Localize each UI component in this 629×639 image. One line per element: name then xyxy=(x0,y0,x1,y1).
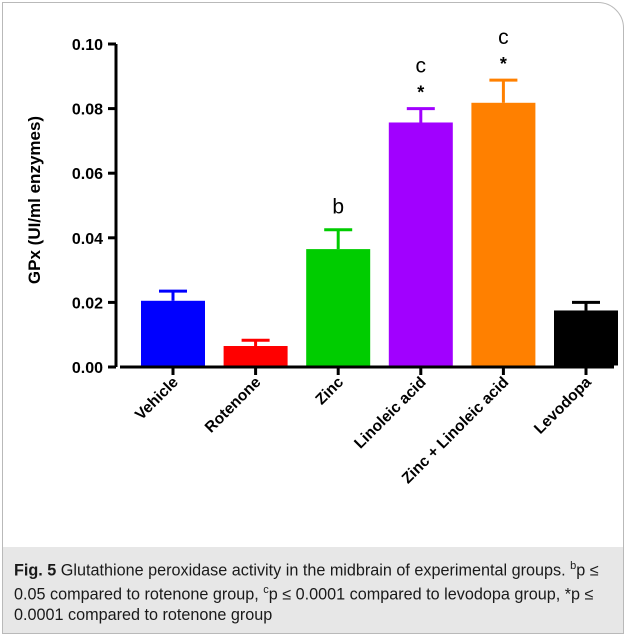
caption-text-1: Glutathione peroxidase activity in the m… xyxy=(56,561,571,580)
y-axis-label: GPx (UI/ml enzymes) xyxy=(25,116,44,284)
figure-caption: Fig. 5 Glutathione peroxidase activity i… xyxy=(14,556,610,625)
significance-annotations: b * c * c xyxy=(332,26,508,219)
bar xyxy=(223,346,288,366)
annotation-label: c xyxy=(498,26,509,49)
bar xyxy=(388,122,453,366)
bar xyxy=(306,249,371,366)
y-tick-label: 0.10 xyxy=(72,37,103,54)
x-tick-label: Linoleic acid xyxy=(351,374,429,452)
annotation-label: c xyxy=(416,55,427,78)
y-tick-label: 0.00 xyxy=(72,360,103,377)
bars xyxy=(141,78,618,366)
figure-label: Fig. 5 xyxy=(14,561,57,580)
bar xyxy=(141,300,205,366)
annotation-label: * xyxy=(417,83,424,103)
caption-sup-c: c xyxy=(263,584,269,597)
caption-sup-b: b xyxy=(570,560,577,572)
bar xyxy=(471,102,536,366)
caption-background xyxy=(3,547,623,633)
annotation-label: b xyxy=(332,196,344,219)
x-tick-label: Rotenone xyxy=(202,374,265,437)
x-tick-label: Levodopa xyxy=(531,374,595,438)
y-tick-label: 0.06 xyxy=(72,166,103,183)
caption-text-3: p ≤ 0.0001 compared to levodopa group, *… xyxy=(14,585,594,624)
annotation-label: * xyxy=(500,54,507,74)
caption-text-2: p ≤ 0.05 compared to rotenone group, xyxy=(14,561,599,604)
bar-chart: 0.00 0.02 0.04 0.06 0.08 0.10 Vehicle Rotenone… xyxy=(25,26,618,487)
x-tick-label: Vehicle xyxy=(132,374,182,424)
y-tick-label: 0.02 xyxy=(72,295,103,312)
y-tick-label: 0.08 xyxy=(72,102,103,119)
y-axis: 0.00 0.02 0.04 0.06 0.08 0.10 xyxy=(72,37,118,377)
x-tick-label: Zinc xyxy=(312,374,347,409)
bar xyxy=(554,310,618,366)
y-tick-label: 0.04 xyxy=(72,231,103,248)
